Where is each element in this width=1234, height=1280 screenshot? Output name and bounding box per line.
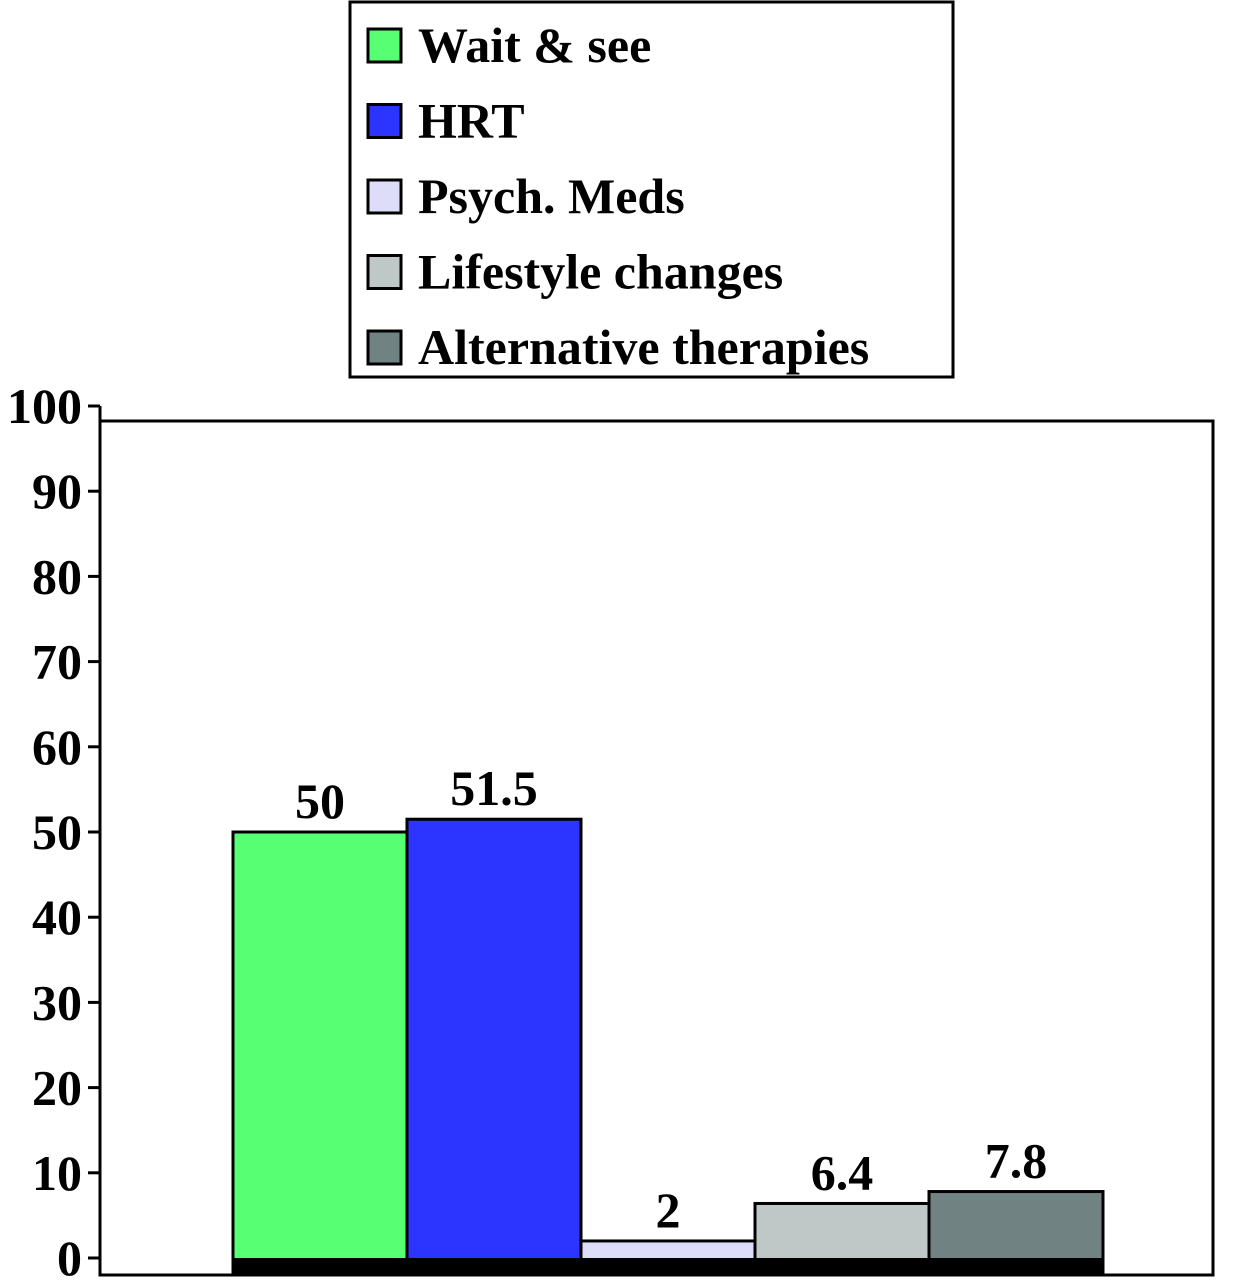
data-label: 51.5 <box>450 760 538 816</box>
y-tick-label: 100 <box>7 378 82 434</box>
legend-swatch <box>366 329 403 366</box>
legend-box <box>348 0 955 379</box>
legend-items: Wait & see HRT Psych. Meds Lifestyle change… <box>366 17 869 375</box>
bar-base-strip <box>929 1258 1103 1275</box>
data-label: 7.8 <box>985 1133 1048 1189</box>
legend-label: HRT <box>418 93 525 149</box>
y-axis-ticks <box>88 404 100 1260</box>
bar-hrt <box>405 817 583 1277</box>
legend-label: Alternative therapies <box>418 319 869 375</box>
plot-area: 0 10 20 30 40 50 60 70 80 90 100 50 51.5 2 6.4 7.8 <box>7 378 1215 1280</box>
y-tick-label: 60 <box>32 719 82 775</box>
y-tick-label: 90 <box>32 463 82 519</box>
data-label: 50 <box>295 773 345 829</box>
y-tick-label: 80 <box>32 548 82 604</box>
y-tick-label: 70 <box>32 634 82 690</box>
bar-base-strip <box>581 1258 755 1275</box>
legend-label: Wait & see <box>418 17 651 73</box>
y-tick-label: 30 <box>32 974 82 1030</box>
bar-base-strip <box>233 1258 407 1275</box>
legend-swatch <box>366 178 403 215</box>
bars <box>231 817 1105 1277</box>
data-label: 6.4 <box>811 1144 874 1200</box>
legend-swatch <box>366 27 403 64</box>
y-tick-label: 50 <box>32 804 82 860</box>
bar-wait-see <box>231 830 409 1277</box>
y-tick-label: 20 <box>32 1060 82 1116</box>
legend-label: Lifestyle changes <box>418 244 783 300</box>
y-tick-label: 0 <box>57 1230 82 1280</box>
data-label: 2 <box>656 1182 681 1238</box>
y-tick-label: 40 <box>32 889 82 945</box>
bar-base-strip <box>407 1258 581 1275</box>
y-axis-tick-labels: 0 10 20 30 40 50 60 70 80 90 100 <box>7 378 82 1280</box>
bar-base-strip <box>755 1258 929 1275</box>
legend-swatch <box>366 254 403 290</box>
legend-label: Psych. Meds <box>418 168 685 224</box>
data-labels: 50 51.5 2 6.4 7.8 <box>295 760 1047 1238</box>
y-tick-label: 10 <box>32 1145 82 1201</box>
chart-legend: Wait & see HRT Psych. Meds Lifestyle change… <box>348 0 955 379</box>
legend-swatch <box>366 103 403 139</box>
